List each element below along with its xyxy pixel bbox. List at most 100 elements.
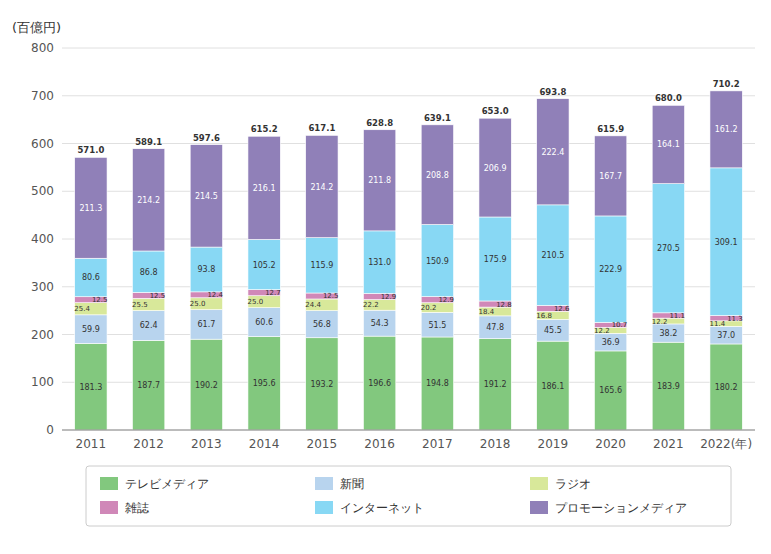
x-tick-label: 2011 bbox=[76, 437, 107, 451]
bar-segment bbox=[479, 339, 511, 430]
data-label: 12.2 bbox=[594, 327, 610, 335]
data-label: 12.4 bbox=[207, 291, 223, 299]
x-axis-line bbox=[62, 430, 755, 431]
bar-segment bbox=[710, 168, 742, 316]
legend: テレビメディア新聞ラジオ雑誌インターネットプロモーションメディア bbox=[86, 466, 731, 526]
bar-segment bbox=[594, 333, 626, 351]
bar-segment bbox=[190, 298, 222, 310]
data-label: 175.9 bbox=[484, 255, 507, 264]
bars bbox=[75, 91, 743, 430]
data-label: 25.4 bbox=[74, 305, 90, 313]
bar-segment bbox=[248, 136, 280, 239]
grid-line bbox=[62, 239, 755, 240]
x-tick-label: 2014 bbox=[249, 437, 280, 451]
bar-segment bbox=[710, 326, 742, 344]
data-label: 216.1 bbox=[253, 184, 276, 193]
bar-segment bbox=[306, 299, 338, 311]
data-label: 80.6 bbox=[82, 273, 100, 282]
data-label: 25.0 bbox=[248, 298, 264, 306]
data-label: 45.5 bbox=[544, 326, 562, 335]
data-label: 131.0 bbox=[368, 258, 391, 267]
data-label: 86.8 bbox=[140, 268, 158, 277]
y-tick-label: 800 bbox=[31, 41, 54, 55]
grid-line bbox=[62, 382, 755, 383]
data-label: 190.2 bbox=[195, 381, 218, 390]
bar-segment bbox=[421, 312, 453, 337]
total-label: 617.1 bbox=[308, 123, 335, 133]
total-label: 571.0 bbox=[77, 145, 104, 155]
legend-label: プロモーションメディア bbox=[555, 501, 687, 515]
legend-label: 新聞 bbox=[340, 477, 364, 491]
data-label: 60.6 bbox=[255, 318, 273, 327]
data-label: 187.7 bbox=[137, 381, 160, 390]
total-label: 693.8 bbox=[539, 87, 566, 97]
data-label: 62.4 bbox=[140, 321, 158, 330]
bar-segment bbox=[190, 145, 222, 247]
grid-line bbox=[62, 430, 755, 431]
bar-segment bbox=[537, 319, 569, 341]
legend-label: ラジオ bbox=[555, 477, 591, 491]
data-label: 51.5 bbox=[428, 321, 446, 330]
bar-segment bbox=[132, 149, 164, 251]
bar-segment bbox=[710, 91, 742, 168]
data-label: 12.5 bbox=[323, 292, 339, 300]
bar-segment bbox=[190, 339, 222, 430]
bar-segment bbox=[306, 338, 338, 430]
data-label: 20.2 bbox=[421, 304, 437, 312]
bar-segment bbox=[75, 315, 107, 344]
bar-segment bbox=[537, 99, 569, 205]
bar-segment bbox=[132, 251, 164, 292]
data-label: 195.6 bbox=[253, 379, 276, 388]
bar-segment bbox=[421, 225, 453, 297]
bar-segment bbox=[248, 296, 280, 308]
data-label: 12.5 bbox=[92, 296, 108, 304]
data-label: 165.6 bbox=[599, 386, 622, 395]
x-tick-label: 2013 bbox=[191, 437, 222, 451]
data-label: 54.3 bbox=[371, 319, 389, 328]
data-label: 11.1 bbox=[669, 312, 685, 320]
bar-segment bbox=[652, 184, 684, 313]
data-label: 93.8 bbox=[197, 265, 215, 274]
data-label: 211.3 bbox=[79, 204, 102, 213]
y-tick-label: 300 bbox=[31, 280, 54, 294]
legend-label: インターネット bbox=[340, 501, 424, 515]
y-tick-label: 700 bbox=[31, 89, 54, 103]
x-tick-label: 2021 bbox=[653, 437, 684, 451]
x-tick-label: 2020 bbox=[595, 437, 626, 451]
bar-segment bbox=[363, 130, 395, 231]
bar-segment bbox=[363, 336, 395, 430]
legend-swatch bbox=[315, 477, 333, 490]
data-label: 161.2 bbox=[715, 125, 738, 134]
data-label: 191.2 bbox=[484, 380, 507, 389]
data-label: 214.5 bbox=[195, 192, 218, 201]
data-label: 56.8 bbox=[313, 320, 331, 329]
data-label: 208.8 bbox=[426, 171, 449, 180]
bar-segment bbox=[594, 351, 626, 430]
data-label: 12.8 bbox=[496, 301, 512, 309]
x-tick-label: 2018 bbox=[480, 437, 511, 451]
data-label: 193.2 bbox=[310, 380, 333, 389]
total-label: 628.8 bbox=[366, 118, 393, 128]
bar-segment bbox=[190, 247, 222, 292]
bar-segment bbox=[75, 343, 107, 430]
bar-segment bbox=[652, 342, 684, 430]
y-tick-label: 100 bbox=[31, 375, 54, 389]
total-label: 589.1 bbox=[135, 137, 162, 147]
legend-swatch bbox=[530, 477, 548, 490]
data-label: 164.1 bbox=[657, 140, 680, 149]
y-tick-label: 500 bbox=[31, 184, 54, 198]
bar-segment bbox=[248, 308, 280, 337]
data-label: 180.2 bbox=[715, 383, 738, 392]
legend-swatch bbox=[100, 477, 118, 490]
bar-segment bbox=[652, 324, 684, 342]
x-tick-label: 2015 bbox=[307, 437, 338, 451]
legend-label: 雑誌 bbox=[125, 501, 149, 515]
bar-segment bbox=[479, 316, 511, 339]
bar-segment bbox=[652, 105, 684, 183]
grid-line bbox=[62, 191, 755, 192]
bar-segment bbox=[479, 217, 511, 301]
bar-segment bbox=[132, 340, 164, 430]
bar-segment bbox=[363, 300, 395, 311]
data-label: 309.1 bbox=[715, 238, 738, 247]
bar-segment bbox=[248, 239, 280, 289]
